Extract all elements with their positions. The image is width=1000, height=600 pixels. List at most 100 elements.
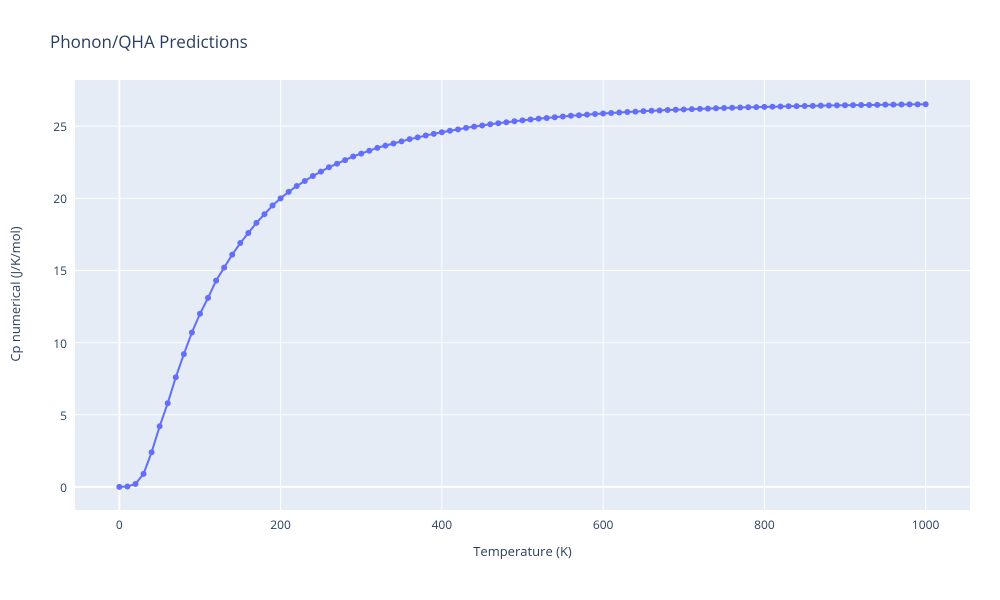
- data-point[interactable]: [455, 126, 461, 132]
- data-point[interactable]: [520, 117, 526, 123]
- data-point[interactable]: [697, 106, 703, 112]
- data-point[interactable]: [197, 311, 203, 317]
- data-point[interactable]: [310, 173, 316, 179]
- data-point[interactable]: [689, 106, 695, 112]
- data-point[interactable]: [374, 145, 380, 151]
- data-point[interactable]: [116, 484, 122, 490]
- data-point[interactable]: [568, 113, 574, 119]
- data-point[interactable]: [673, 107, 679, 113]
- data-point[interactable]: [415, 134, 421, 140]
- data-point[interactable]: [794, 103, 800, 109]
- data-point[interactable]: [165, 400, 171, 406]
- data-point[interactable]: [624, 109, 630, 115]
- data-point[interactable]: [810, 103, 816, 109]
- data-point[interactable]: [173, 374, 179, 380]
- data-point[interactable]: [141, 471, 147, 477]
- data-point[interactable]: [681, 106, 687, 112]
- data-point[interactable]: [761, 104, 767, 110]
- data-point[interactable]: [729, 105, 735, 111]
- data-point[interactable]: [495, 120, 501, 126]
- data-point[interactable]: [907, 101, 913, 107]
- data-point[interactable]: [181, 351, 187, 357]
- data-point[interactable]: [649, 108, 655, 114]
- data-point[interactable]: [132, 481, 138, 487]
- data-point[interactable]: [769, 104, 775, 110]
- data-point[interactable]: [487, 121, 493, 127]
- data-point[interactable]: [818, 103, 824, 109]
- data-point[interactable]: [850, 102, 856, 108]
- data-point[interactable]: [399, 138, 405, 144]
- data-point[interactable]: [261, 211, 267, 217]
- data-point[interactable]: [358, 151, 364, 157]
- data-point[interactable]: [270, 203, 276, 209]
- data-point[interactable]: [616, 109, 622, 115]
- data-point[interactable]: [423, 133, 429, 139]
- data-point[interactable]: [665, 107, 671, 113]
- data-point[interactable]: [149, 449, 155, 455]
- data-point[interactable]: [842, 102, 848, 108]
- data-point[interactable]: [560, 114, 566, 120]
- data-point[interactable]: [334, 161, 340, 167]
- data-point[interactable]: [213, 278, 219, 284]
- data-point[interactable]: [753, 104, 759, 110]
- data-point[interactable]: [407, 136, 413, 142]
- data-point[interactable]: [390, 140, 396, 146]
- data-point[interactable]: [826, 103, 832, 109]
- data-point[interactable]: [511, 118, 517, 124]
- data-point[interactable]: [342, 157, 348, 163]
- data-point[interactable]: [544, 115, 550, 121]
- data-point[interactable]: [536, 116, 542, 122]
- data-point[interactable]: [608, 110, 614, 116]
- data-point[interactable]: [890, 102, 896, 108]
- data-point[interactable]: [157, 423, 163, 429]
- data-point[interactable]: [350, 153, 356, 159]
- data-point[interactable]: [278, 195, 284, 201]
- data-point[interactable]: [657, 107, 663, 113]
- data-point[interactable]: [479, 122, 485, 128]
- data-point[interactable]: [640, 108, 646, 114]
- data-point[interactable]: [923, 101, 929, 107]
- data-point[interactable]: [382, 143, 388, 149]
- data-point[interactable]: [205, 295, 211, 301]
- data-point[interactable]: [600, 110, 606, 116]
- data-point[interactable]: [713, 105, 719, 111]
- data-point[interactable]: [302, 178, 308, 184]
- data-point[interactable]: [245, 230, 251, 236]
- data-point[interactable]: [915, 101, 921, 107]
- data-point[interactable]: [253, 220, 259, 226]
- data-point[interactable]: [431, 131, 437, 137]
- data-point[interactable]: [898, 102, 904, 108]
- data-point[interactable]: [858, 102, 864, 108]
- data-point[interactable]: [229, 252, 235, 258]
- data-point[interactable]: [834, 102, 840, 108]
- data-point[interactable]: [802, 103, 808, 109]
- data-series[interactable]: [0, 0, 1000, 600]
- data-point[interactable]: [778, 104, 784, 110]
- data-point[interactable]: [221, 265, 227, 271]
- data-point[interactable]: [882, 102, 888, 108]
- data-point[interactable]: [866, 102, 872, 108]
- data-point[interactable]: [705, 106, 711, 112]
- data-point[interactable]: [286, 189, 292, 195]
- data-point[interactable]: [439, 129, 445, 135]
- data-point[interactable]: [786, 103, 792, 109]
- data-point[interactable]: [721, 105, 727, 111]
- data-point[interactable]: [503, 119, 509, 125]
- data-point[interactable]: [737, 105, 743, 111]
- data-point[interactable]: [471, 124, 477, 130]
- data-point[interactable]: [632, 109, 638, 115]
- data-point[interactable]: [745, 104, 751, 110]
- data-point[interactable]: [294, 183, 300, 189]
- data-point[interactable]: [124, 483, 130, 489]
- data-point[interactable]: [189, 330, 195, 336]
- data-point[interactable]: [237, 240, 243, 246]
- data-point[interactable]: [552, 114, 558, 120]
- data-point[interactable]: [463, 125, 469, 131]
- data-point[interactable]: [326, 164, 332, 170]
- data-point[interactable]: [366, 148, 372, 154]
- data-point[interactable]: [576, 112, 582, 118]
- data-point[interactable]: [528, 117, 534, 123]
- data-point[interactable]: [874, 102, 880, 108]
- data-point[interactable]: [592, 111, 598, 117]
- data-point[interactable]: [584, 112, 590, 118]
